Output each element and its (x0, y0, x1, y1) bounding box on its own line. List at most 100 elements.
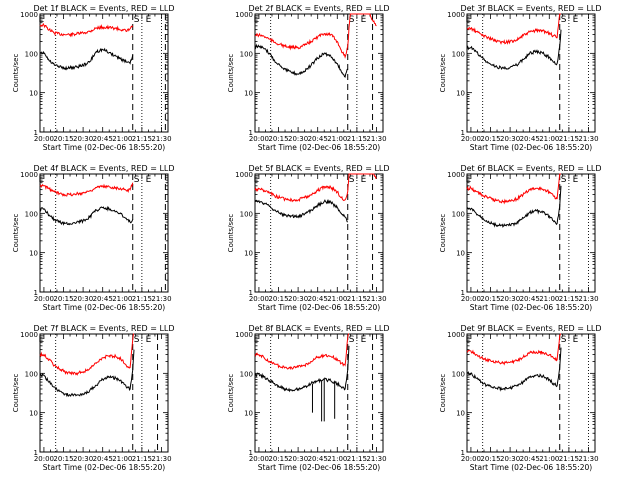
y-tick-label: 1 (34, 449, 38, 457)
lld-series-line (254, 173, 377, 203)
marker-label: S (134, 15, 140, 25)
marker-label: E (361, 175, 367, 185)
x-tick-label: 21:15 (559, 295, 579, 303)
x-tick-label: 21:15 (559, 135, 579, 143)
y-tick-label: 1000 (447, 331, 465, 339)
y-tick-label: 100 (240, 50, 253, 58)
events-series-line (39, 47, 134, 71)
marker-label: S (561, 175, 567, 185)
marker-label: S (561, 15, 567, 25)
y-tick-label: 10 (29, 90, 38, 98)
y-tick-label: 10 (456, 90, 465, 98)
panel-7f: Det 7f BLACK = Events, RED = LLD 1 10 100 10… (12, 324, 175, 472)
x-tick-label: 20:45 (93, 135, 113, 143)
y-tick-label: 1000 (20, 331, 38, 339)
marker-label: E (253, 175, 259, 185)
y-tick-label: 10 (456, 250, 465, 258)
y-tick-label: 10 (456, 410, 465, 418)
events-series-line (39, 349, 135, 398)
events-series-line (466, 185, 562, 228)
events-series-line (466, 347, 562, 392)
x-tick-label: 20:00 (461, 455, 481, 463)
y-axis-label: Counts/sec (12, 214, 20, 253)
y-tick-label: 1000 (20, 11, 38, 19)
y-tick-label: 10 (29, 250, 38, 258)
y-tick-label: 100 (452, 50, 465, 58)
x-tick-label: 20:00 (34, 295, 54, 303)
y-tick-label: 1000 (447, 171, 465, 179)
panel-3f: Det 3f BLACK = Events, RED = LLD 1 10 100 10… (439, 4, 602, 152)
x-tick-label: 21:15 (347, 295, 367, 303)
x-tick-label: 21:00 (539, 295, 559, 303)
plot-frame (466, 173, 596, 293)
panel-title: Det 3f BLACK = Events, RED = LLD (460, 4, 601, 13)
plot-frame (254, 333, 384, 453)
x-tick-label: 20:45 (520, 295, 540, 303)
lld-series-line (39, 22, 134, 38)
y-tick-label: 1 (249, 289, 253, 297)
marker-label: S (349, 175, 355, 185)
x-tick-label: 21:00 (539, 455, 559, 463)
panel-6f: Det 6f BLACK = Events, RED = LLD 1 10 100 10… (439, 164, 602, 312)
lld-series-line (254, 333, 349, 371)
x-tick-label: 20:00 (461, 135, 481, 143)
x-tick-label: 20:45 (93, 455, 113, 463)
x-tick-label: 20:45 (308, 135, 328, 143)
y-tick-label: 10 (29, 410, 38, 418)
x-tick-label: 21:00 (539, 135, 559, 143)
x-tick-label: 20:00 (34, 455, 54, 463)
panel-title: Det 5f BLACK = Events, RED = LLD (248, 164, 389, 173)
x-tick-label: 20:00 (249, 295, 269, 303)
marker-label: E (146, 335, 152, 345)
y-axis-label: Counts/sec (439, 374, 447, 413)
x-tick-label: 20:45 (308, 295, 328, 303)
marker-label: S (134, 175, 140, 185)
y-tick-label: 10 (244, 90, 253, 98)
x-tick-label: 21:15 (347, 455, 367, 463)
x-tick-label: 20:30 (500, 295, 520, 303)
lld-series-line (466, 173, 561, 205)
x-tick-label: 20:00 (249, 135, 269, 143)
panel-9f: Det 9f BLACK = Events, RED = LLD 1 10 100 10… (439, 324, 602, 472)
y-tick-label: 100 (452, 210, 465, 218)
y-tick-label: 1 (249, 449, 253, 457)
marker-label: E (573, 15, 579, 25)
panel-8f: Det 8f BLACK = Events, RED = LLD 1 10 100 10… (227, 324, 390, 472)
x-axis-label: Start Time (02-Dec-06 18:55:20) (258, 463, 380, 472)
x-tick-label: 21:30 (366, 455, 386, 463)
x-tick-label: 21:30 (578, 455, 598, 463)
x-tick-label: 20:45 (93, 295, 113, 303)
x-tick-label: 20:00 (34, 135, 54, 143)
y-tick-label: 1 (34, 289, 38, 297)
x-axis-label: Start Time (02-Dec-06 18:55:20) (43, 463, 165, 472)
x-tick-label: 21:00 (327, 295, 347, 303)
panel-title: Det 2f BLACK = Events, RED = LLD (248, 4, 389, 13)
x-tick-label: 20:15 (53, 295, 73, 303)
x-tick-label: 20:15 (480, 455, 500, 463)
marker-label: E (146, 175, 152, 185)
x-tick-label: 20:15 (268, 135, 288, 143)
x-tick-label: 20:30 (288, 135, 308, 143)
marker-label: E (361, 15, 367, 25)
x-axis-label: Start Time (02-Dec-06 18:55:20) (470, 143, 592, 152)
marker-label: E (38, 15, 44, 25)
x-tick-label: 20:15 (480, 135, 500, 143)
x-axis-label: Start Time (02-Dec-06 18:55:20) (43, 143, 165, 152)
marker-label: S (134, 335, 140, 345)
x-tick-label: 21:15 (132, 135, 152, 143)
x-tick-label: 20:15 (268, 455, 288, 463)
events-series-line (466, 29, 562, 70)
x-tick-label: 21:30 (151, 295, 171, 303)
panel-title: Det 1f BLACK = Events, RED = LLD (33, 4, 174, 13)
x-tick-label: 21:30 (578, 295, 598, 303)
x-tick-label: 20:15 (480, 295, 500, 303)
x-tick-label: 21:00 (327, 455, 347, 463)
x-tick-label: 20:45 (520, 455, 540, 463)
marker-label: E (573, 335, 579, 345)
x-tick-label: 20:45 (308, 455, 328, 463)
plot-frame (39, 13, 169, 133)
x-tick-label: 21:30 (578, 135, 598, 143)
panel-2f: Det 2f BLACK = Events, RED = LLD 1 10 100 10… (227, 4, 390, 152)
x-tick-label: 21:30 (366, 295, 386, 303)
